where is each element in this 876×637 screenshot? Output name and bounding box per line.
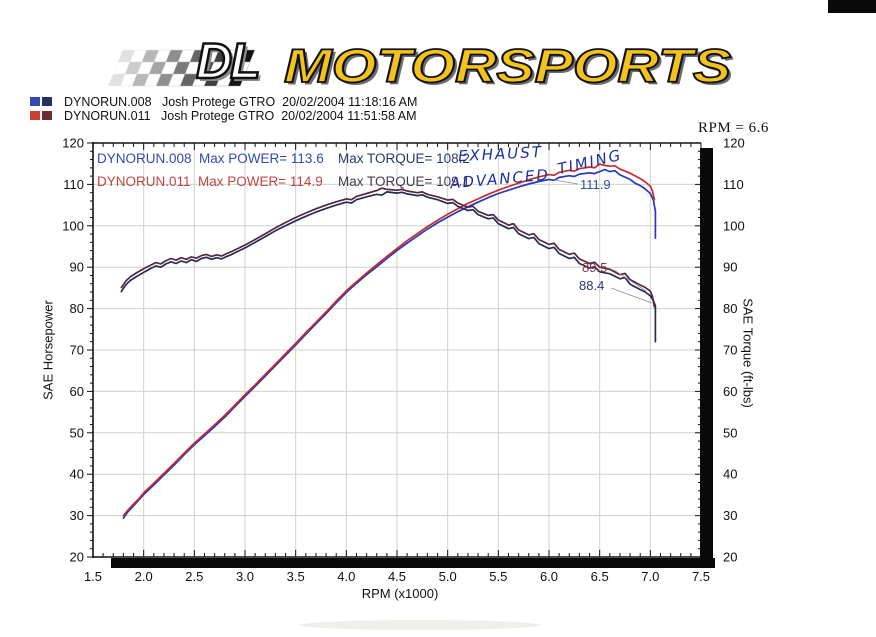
checker-cell <box>148 61 167 75</box>
y-tick-label-right: 100 <box>723 218 745 233</box>
y-tick-label-right: 110 <box>723 177 744 192</box>
leader-111-9 <box>553 179 579 185</box>
y-tick-label-right: 40 <box>723 467 737 482</box>
x-tick-label: 5.5 <box>489 569 507 584</box>
torque-value-label-011: 89.5 <box>582 260 608 275</box>
checker-cell <box>112 61 131 75</box>
y-tick-label-left: 110 <box>63 177 84 192</box>
spine-right-thick <box>700 148 713 568</box>
checker-cell <box>119 73 138 87</box>
x-tick-label: 1.5 <box>84 569 102 584</box>
spine-bottom-thick <box>111 558 715 568</box>
y-tick-label-left: 50 <box>70 425 84 440</box>
torque-color-swatch <box>42 111 52 120</box>
scan-smudge <box>300 620 540 630</box>
y-tick-label-left: 70 <box>70 343 84 358</box>
checker-cell <box>141 49 160 63</box>
checker-cell <box>136 61 155 75</box>
series-dynorun-011-power <box>122 163 656 517</box>
y-tick-label-left: 20 <box>70 550 84 565</box>
y-axis-title-left: SAE Horsepower <box>40 300 56 400</box>
series-dynorun-011-torque <box>120 187 656 308</box>
y-tick-label-right: 80 <box>723 301 737 316</box>
rpm-cursor-readout: RPM = 6.6 <box>698 120 769 136</box>
y-tick-label-right: 60 <box>723 384 737 399</box>
checker-cell <box>143 73 162 87</box>
checkered-flag-icon <box>107 49 256 87</box>
stat-power-008: DYNORUN.008 Max POWER= 113.6 <box>97 151 324 166</box>
stat-torque-011: Max TORQUE= 109.1 <box>338 174 470 189</box>
x-tick-label: 4.5 <box>388 569 406 584</box>
leader-89-5 <box>613 269 647 292</box>
checker-cell <box>117 49 136 63</box>
checker-cell <box>129 49 148 63</box>
torque-value-label-008: 88.4 <box>579 278 605 293</box>
power-color-swatch <box>30 97 40 106</box>
leader-88-4 <box>610 287 653 304</box>
y-axis-title-right: SAE Torque (ft-lbs) <box>740 298 756 408</box>
y-tick-label-left: 80 <box>70 301 84 316</box>
legend-label: DYNORUN.011 Josh Protege GTRO 20/02/2004… <box>64 108 417 123</box>
x-tick-label: 2.0 <box>135 569 153 584</box>
y-tick-label-left: 90 <box>70 260 84 275</box>
torque-color-swatch <box>42 97 52 106</box>
series-dynorun-008-power <box>122 168 657 519</box>
legend-row-dynorun-008: DYNORUN.008 Josh Protege GTRO 20/02/2004… <box>30 94 418 109</box>
legend-swatches-011 <box>30 111 52 120</box>
power-value-label: 111.9 <box>580 177 611 192</box>
y-tick-label-left: 100 <box>62 218 84 233</box>
checker-cell <box>131 73 150 87</box>
stat-power-011: DYNORUN.011 Max POWER= 114.9 <box>97 174 323 189</box>
y-tick-label-left: 40 <box>70 467 84 482</box>
checker-cell <box>124 61 143 75</box>
x-tick-label: 3.5 <box>287 569 305 584</box>
legend-row-dynorun-011: DYNORUN.011 Josh Protege GTRO 20/02/2004… <box>30 108 417 123</box>
checker-cell <box>107 73 126 87</box>
x-tick-label: 7.5 <box>692 569 710 584</box>
x-tick-label: 5.0 <box>439 569 457 584</box>
x-tick-label: 4.0 <box>337 569 355 584</box>
y-tick-label-right: 30 <box>723 508 737 523</box>
legend-swatches-008 <box>30 97 52 106</box>
x-tick-label: 6.0 <box>540 569 558 584</box>
y-tick-label-right: 70 <box>723 343 737 358</box>
logo-dl-text: DL <box>195 32 262 91</box>
checker-cell <box>153 49 172 63</box>
checker-cell <box>227 73 246 87</box>
x-axis-title: RPM (x1000) <box>361 586 439 601</box>
power-color-swatch <box>30 111 40 120</box>
y-tick-label-right: 50 <box>723 425 737 440</box>
x-tick-label: 2.5 <box>185 569 203 584</box>
x-tick-label: 6.5 <box>591 569 609 584</box>
scan-artifact <box>828 0 876 13</box>
legend-label: DYNORUN.008 Josh Protege GTRO 20/02/2004… <box>64 94 418 109</box>
y-tick-label-left: 60 <box>70 384 84 399</box>
y-tick-label-left: 30 <box>70 508 84 523</box>
y-tick-label-right: 90 <box>723 260 737 275</box>
x-tick-label: 7.0 <box>641 569 659 584</box>
stat-torque-008: Max TORQUE= 108.2 <box>338 151 470 166</box>
y-tick-label-left: 120 <box>62 136 84 151</box>
y-tick-label-right: 120 <box>723 136 745 151</box>
x-tick-label: 3.0 <box>236 569 254 584</box>
series-dynorun-008-torque <box>120 191 657 343</box>
y-tick-label-right: 20 <box>723 550 737 565</box>
logo-motorsports-text: MOTORSPORTS <box>283 38 732 93</box>
